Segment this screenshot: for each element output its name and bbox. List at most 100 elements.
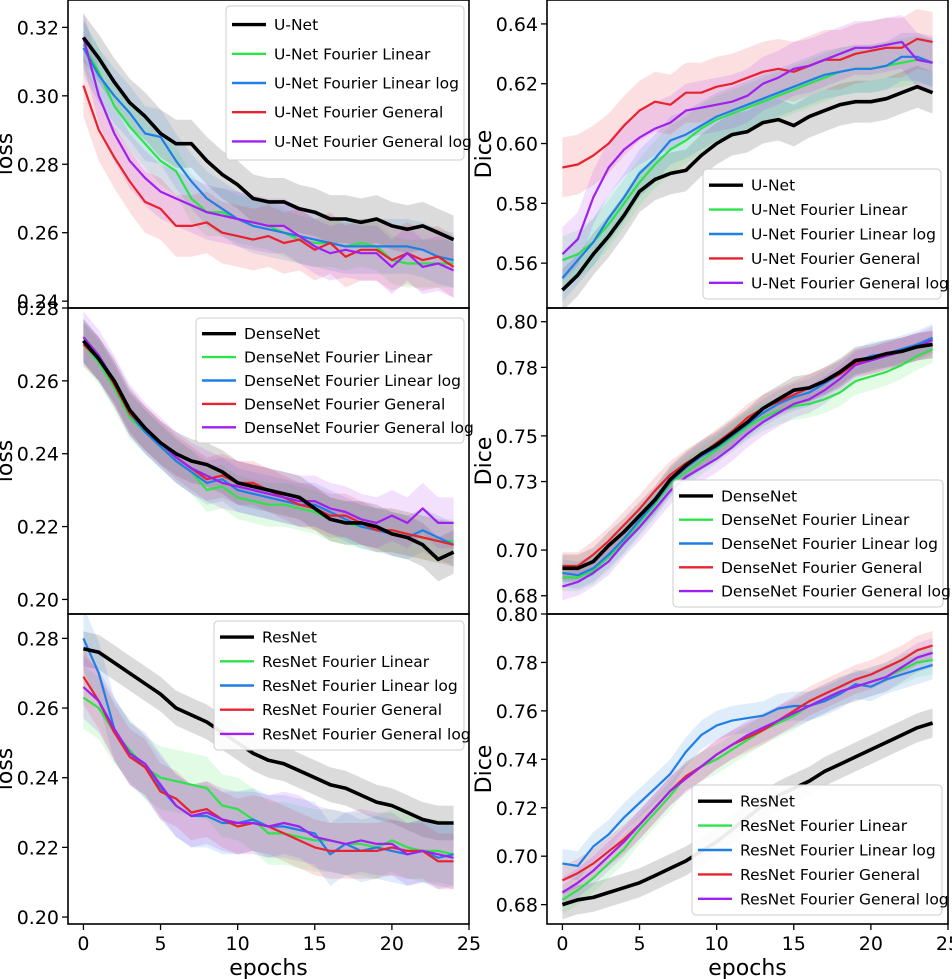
y-tick-label: 0.62: [496, 74, 538, 96]
band-resnet-fourier-general: [562, 631, 933, 895]
band-resnet-fourier-linear-log: [562, 650, 933, 881]
plot-area: [561, 9, 934, 308]
legend-label-densenet-fourier-linear: DenseNet Fourier Linear: [244, 349, 433, 367]
y-tick-label: 0.58: [496, 193, 538, 215]
legend-label-resnet-fourier-general: ResNet Fourier General: [740, 866, 920, 884]
legend-label-resnet-fourier-linear: ResNet Fourier Linear: [740, 817, 908, 835]
axes-frame: [546, 613, 949, 925]
legend: U-Net U-Net Fourier Linear U-Net Fourier L…: [702, 168, 949, 300]
line-u-net-fourier-general-log: [561, 40, 933, 255]
plot-area: [82, 614, 454, 890]
legend-label-u-net-fourier-linear: U-Net Fourier Linear: [274, 45, 431, 63]
band-resnet-fourier-general: [83, 648, 454, 890]
x-axis-label: epochs: [708, 956, 786, 979]
x-tick-label: 25: [936, 933, 952, 955]
band-resnet-fourier-linear-log: [83, 614, 454, 890]
legend-label-densenet-fourier-linear-log: DenseNet Fourier Linear log: [244, 372, 461, 390]
y-tick-label: 0.64: [496, 14, 538, 36]
line-u-net: [561, 84, 934, 292]
legend-label-u-net-fourier-general: U-Net Fourier General: [751, 250, 920, 268]
line-u-net-fourier-linear-log: [82, 47, 454, 262]
legend-label-resnet: ResNet: [262, 629, 317, 647]
x-tick-label: 5: [154, 933, 166, 955]
line-u-net-fourier-linear-log: [561, 55, 933, 279]
legend-label-u-net-fourier-general: U-Net Fourier General: [274, 104, 443, 122]
band-u-net-fourier-general: [562, 9, 933, 198]
legend-label-resnet-fourier-linear: ResNet Fourier Linear: [262, 653, 430, 671]
x-tick-label: 0: [556, 933, 568, 955]
legend-box: [691, 784, 943, 916]
x-tick-label: 20: [380, 933, 404, 955]
legend: ResNet ResNet Fourier Linear ResNet Fourie…: [213, 620, 471, 751]
legend-label-u-net-fourier-linear: U-Net Fourier Linear: [751, 201, 908, 219]
plot-area: [562, 324, 934, 601]
band-resnet: [83, 631, 454, 841]
band-densenet-fourier-general-log: [83, 311, 454, 549]
y-tick-label: 0.80: [496, 604, 538, 626]
line-resnet-fourier-linear-log: [562, 663, 933, 868]
y-tick-label: 0.28: [17, 298, 59, 320]
y-axis-label: loss: [0, 133, 18, 176]
chart-resnet-loss: 0.20 0.22 0.24 0.26 0.28 loss 0 5 10 15 20 25 epochs…: [0, 613, 481, 979]
legend-label-u-net-fourier-linear-log: U-Net Fourier Linear log: [751, 226, 936, 244]
y-tick-label: 0.74: [496, 749, 538, 771]
y-tick-label: 0.22: [17, 837, 59, 859]
line-u-net-fourier-general: [562, 37, 933, 169]
band-densenet-fourier-linear: [562, 335, 933, 592]
x-tick-label: 15: [782, 933, 806, 955]
x-tick-label: 10: [705, 933, 729, 955]
legend-label-resnet-fourier-linear-log: ResNet Fourier Linear log: [740, 842, 936, 860]
legend-label-densenet-fourier-general-log: DenseNet Fourier General log: [244, 419, 474, 437]
band-densenet: [83, 318, 454, 582]
line-u-net: [81, 36, 455, 242]
y-tick-label: 0.70: [496, 846, 538, 868]
line-densenet-fourier-general-log: [562, 338, 934, 588]
band-resnet-fourier-general-log: [562, 638, 933, 907]
y-axis-label: Dice: [472, 745, 497, 794]
legend-label-densenet-fourier-linear: DenseNet Fourier Linear: [721, 511, 910, 529]
y-tick-label: 0.68: [496, 586, 538, 608]
legend-label-resnet-fourier-general-log: ResNet Fourier General log: [740, 890, 949, 908]
chart-unet-loss: 0.24 0.26 0.28 0.30 0.32 loss U-Net U-Net Fouri…: [0, 0, 472, 313]
line-densenet: [562, 342, 933, 571]
plot-area: [81, 10, 455, 298]
line-u-net-fourier-general-log: [82, 37, 455, 272]
legend-label-densenet-fourier-general-log: DenseNet Fourier General log: [721, 583, 951, 601]
axes-frame: [67, 613, 470, 925]
legend: ResNet ResNet Fourier Linear ResNet Fourie…: [691, 784, 949, 916]
legend: DenseNet DenseNet Fourier Linear DenseNet …: [195, 317, 474, 444]
y-tick-label: 0.22: [17, 517, 59, 539]
y-axis-label: loss: [0, 440, 18, 483]
legend-label-densenet-fourier-linear-log: DenseNet Fourier Linear log: [721, 535, 938, 553]
band-u-net-fourier-general-log: [562, 15, 933, 282]
y-tick-label: 0.28: [17, 154, 59, 176]
chart-densenet-loss: 0.200.220.240.260.28lossDenseNetDenseNet…: [0, 298, 474, 615]
legend-box: [195, 317, 465, 444]
band-densenet-fourier-general: [83, 322, 454, 567]
y-tick-label: 0.26: [17, 698, 59, 720]
x-tick-label: 15: [303, 933, 327, 955]
y-tick-label: 0.72: [496, 798, 538, 820]
y-tick-label: 0.24: [17, 291, 59, 313]
band-resnet-fourier-linear: [83, 666, 454, 886]
legend-label-u-net: U-Net: [751, 177, 795, 195]
legend-box: [702, 168, 942, 300]
x-tick-label: 5: [633, 933, 645, 955]
y-tick-label: 0.24: [17, 444, 59, 466]
y-axis-label: Dice: [472, 437, 497, 486]
line-densenet: [82, 339, 455, 562]
legend-box: [225, 5, 465, 161]
line-resnet: [83, 647, 454, 825]
line-u-net-fourier-general: [82, 85, 455, 268]
legend-box: [213, 620, 465, 751]
legend-label-u-net-fourier-general-log: U-Net Fourier General log: [751, 274, 949, 292]
y-tick-label: 0.26: [17, 371, 59, 393]
y-tick-label: 0.32: [17, 17, 59, 39]
chart-densenet-dice: 0.680.700.730.750.780.80DiceDenseNetDens…: [472, 307, 951, 615]
line-resnet-fourier-general-log: [561, 651, 933, 894]
legend: DenseNet DenseNet Fourier Linear DenseNet …: [672, 479, 951, 608]
y-tick-label: 0.70: [496, 540, 538, 562]
legend-label-u-net-fourier-general-log: U-Net Fourier General log: [274, 133, 472, 151]
chart-unet-dice: 0.56 0.58 0.60 0.62 0.64 Dice U-Net U-Net Fouri…: [472, 0, 949, 309]
y-tick-label: 0.30: [17, 86, 59, 108]
